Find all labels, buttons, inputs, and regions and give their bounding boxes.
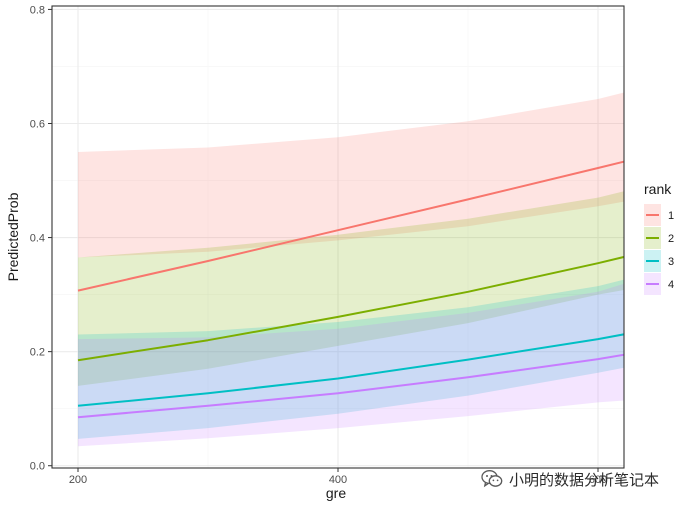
series-lines bbox=[77, 160, 624, 419]
wechat-icon bbox=[481, 470, 503, 488]
legend-label: 2 bbox=[668, 233, 674, 245]
x-tick-label: 200 bbox=[69, 474, 87, 486]
ribbon-rank-2 bbox=[78, 191, 624, 386]
legend-item-rank-2: 2 bbox=[644, 227, 674, 249]
plot-grid bbox=[52, 6, 624, 468]
line-rank-3 bbox=[77, 333, 624, 407]
axes: 200 400 600 0.0 0.2 0.4 0.6 0.8 bbox=[30, 4, 607, 486]
legend-label: 1 bbox=[668, 210, 674, 222]
ribbon-rank-1 bbox=[78, 92, 624, 258]
legend-label: 3 bbox=[668, 256, 674, 268]
line-rank-4 bbox=[77, 353, 624, 419]
y-tick-label: 0.2 bbox=[30, 347, 45, 359]
x-tick-label: 400 bbox=[329, 474, 347, 486]
x-axis-title: gre bbox=[326, 485, 346, 501]
y-tick-label: 0.0 bbox=[30, 461, 45, 473]
y-tick-label: 0.4 bbox=[30, 233, 45, 245]
legend-label: 4 bbox=[668, 279, 674, 291]
legend: rank 1 2 3 4 bbox=[644, 181, 674, 295]
watermark-text: 小明的数据分析笔记本 bbox=[509, 470, 660, 489]
watermark: 小明的数据分析笔记本 bbox=[481, 466, 659, 492]
legend-item-rank-4: 4 bbox=[644, 273, 674, 295]
legend-item-rank-1: 1 bbox=[644, 204, 674, 226]
y-tick-label: 0.8 bbox=[30, 4, 45, 16]
y-axis-title: PredictedProb bbox=[5, 192, 21, 281]
ribbon-rank-3 bbox=[78, 279, 624, 439]
line-rank-1 bbox=[77, 160, 624, 292]
legend-item-rank-3: 3 bbox=[644, 250, 674, 272]
line-rank-2 bbox=[77, 255, 624, 362]
x-tick-label: 600 bbox=[589, 474, 607, 486]
legend-title: rank bbox=[644, 181, 672, 197]
y-tick-label: 0.6 bbox=[30, 118, 45, 130]
